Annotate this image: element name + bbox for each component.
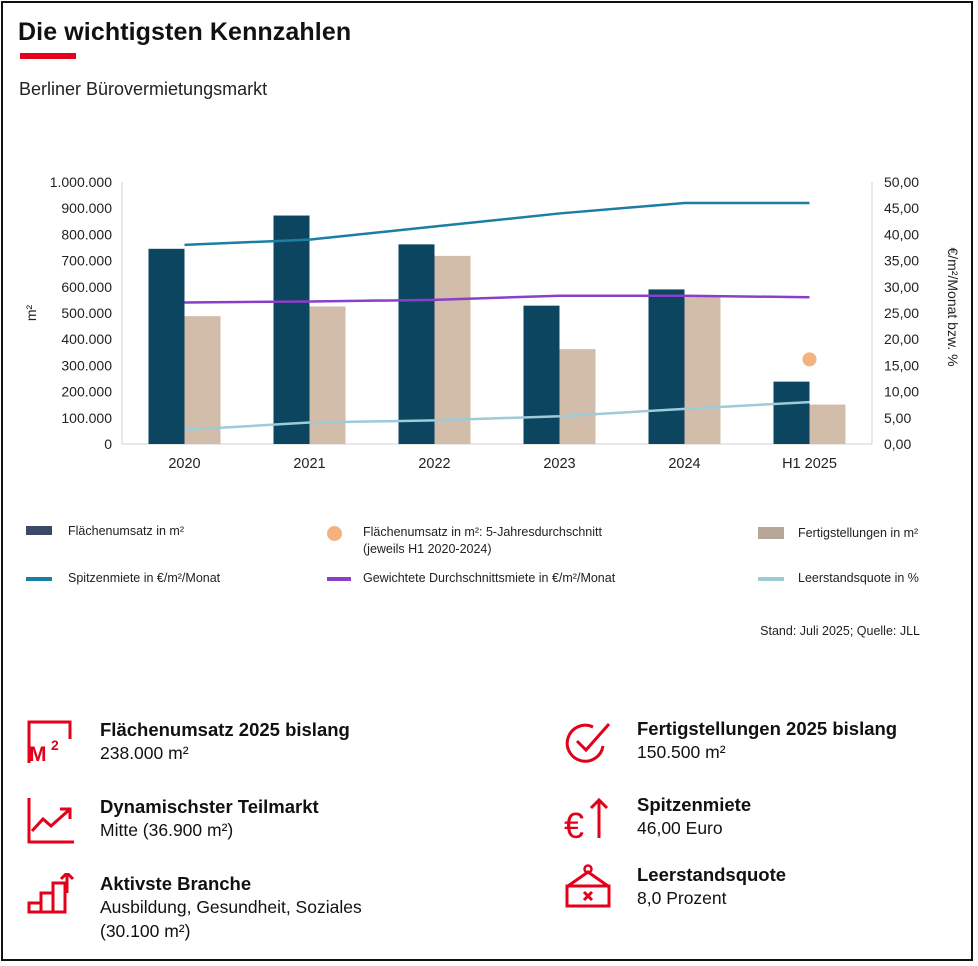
kpi-flaechenumsatz-title: Flächenumsatz 2025 bislang bbox=[100, 719, 350, 740]
svg-text:€: € bbox=[564, 805, 584, 844]
svg-text:2: 2 bbox=[51, 737, 59, 753]
legend-swatch-durchschnitt bbox=[327, 526, 342, 541]
page-subtitle: Berliner Bürovermietungsmarkt bbox=[19, 79, 268, 99]
title-underline bbox=[20, 53, 76, 59]
kpi-fertigstellungen-value: 150.500 m² bbox=[637, 742, 726, 762]
legend-spitzenmiete: Spitzenmiete in €/m²/Monat bbox=[26, 571, 220, 585]
legend-swatch-fertigstellungen bbox=[758, 527, 784, 539]
legend-swatch-spitzenmiete bbox=[26, 577, 52, 581]
kpi-spitzenmiete-value: 46,00 Euro bbox=[637, 818, 723, 838]
euro-up-icon: € bbox=[564, 797, 609, 844]
kpi-branche-title: Aktivste Branche bbox=[100, 873, 252, 894]
empty-sign-icon bbox=[565, 864, 611, 908]
legend-durchschnitt: Flächenumsatz in m²: 5-Jahresdurchschnit… bbox=[327, 524, 602, 558]
kpi-teilmarkt-value: Mitte (36.900 m²) bbox=[100, 820, 234, 840]
kpi-teilmarkt-title: Dynamischster Teilmarkt bbox=[100, 796, 319, 817]
kpi-leerstand-value: 8,0 Prozent bbox=[637, 888, 727, 908]
legend-leerstand: Leerstandsquote in % bbox=[758, 571, 919, 585]
kpi-fertigstellungen: Fertigstellungen 2025 bislang 150.500 m² bbox=[563, 718, 897, 768]
kpi-spitzenmiete-title: Spitzenmiete bbox=[637, 794, 752, 815]
legend-label-leerstand: Leerstandsquote in % bbox=[798, 571, 919, 585]
legend-label-fertigstellungen: Fertigstellungen in m² bbox=[798, 526, 919, 540]
legend-swatch-flaechenumsatz bbox=[26, 526, 52, 535]
kpi-teilmarkt: Dynamischster Teilmarkt Mitte (36.900 m²… bbox=[26, 796, 319, 846]
bar-growth-icon bbox=[27, 873, 75, 914]
kpi-flaechenumsatz-value: 238.000 m² bbox=[100, 743, 189, 763]
kpi-branche-value-detail: (30.100 m²) bbox=[100, 921, 191, 941]
legend-durchschnittsmiete: Gewichtete Durchschnittsmiete in €/m²/Mo… bbox=[327, 571, 615, 585]
trend-up-icon bbox=[27, 798, 74, 844]
kpi-branche-value: Ausbildung, Gesundheit, Soziales bbox=[100, 897, 362, 917]
svg-text:M: M bbox=[29, 743, 47, 766]
page-title: Die wichtigsten Kennzahlen bbox=[18, 18, 352, 46]
legend-label-durchschnitt-sub: (jeweils H1 2020-2024) bbox=[363, 542, 492, 556]
source-note: Stand: Juli 2025; Quelle: JLL bbox=[760, 624, 920, 638]
m2-icon: M 2 bbox=[27, 720, 72, 766]
kpi-leerstand: Leerstandsquote 8,0 Prozent bbox=[563, 864, 786, 914]
kpi-flaechenumsatz: M 2 Flächenumsatz 2025 bislang 238.000 m… bbox=[26, 719, 350, 769]
kpi-leerstand-title: Leerstandsquote bbox=[637, 864, 787, 885]
kpi-fertigstellungen-title: Fertigstellungen 2025 bislang bbox=[637, 718, 898, 739]
kpi-spitzenmiete: € Spitzenmiete 46,00 Euro bbox=[563, 794, 751, 844]
legend-label-durchschnittsmiete: Gewichtete Durchschnittsmiete in €/m²/Mo… bbox=[363, 571, 616, 585]
legend-swatch-leerstand bbox=[758, 577, 784, 581]
legend-flaechenumsatz: Flächenumsatz in m² bbox=[26, 524, 184, 538]
legend-fertigstellungen: Fertigstellungen in m² bbox=[758, 526, 918, 540]
legend-label-flaechenumsatz: Flächenumsatz in m² bbox=[68, 524, 185, 538]
legend-swatch-durchschnittsmiete bbox=[327, 577, 351, 581]
kpi-branche: Aktivste Branche Ausbildung, Gesundheit,… bbox=[26, 873, 362, 943]
check-circle-icon bbox=[565, 723, 611, 763]
legend-label-spitzenmiete: Spitzenmiete in €/m²/Monat bbox=[68, 571, 221, 585]
legend-label-durchschnitt: Flächenumsatz in m²: 5-Jahresdurchschnit… bbox=[363, 525, 602, 539]
